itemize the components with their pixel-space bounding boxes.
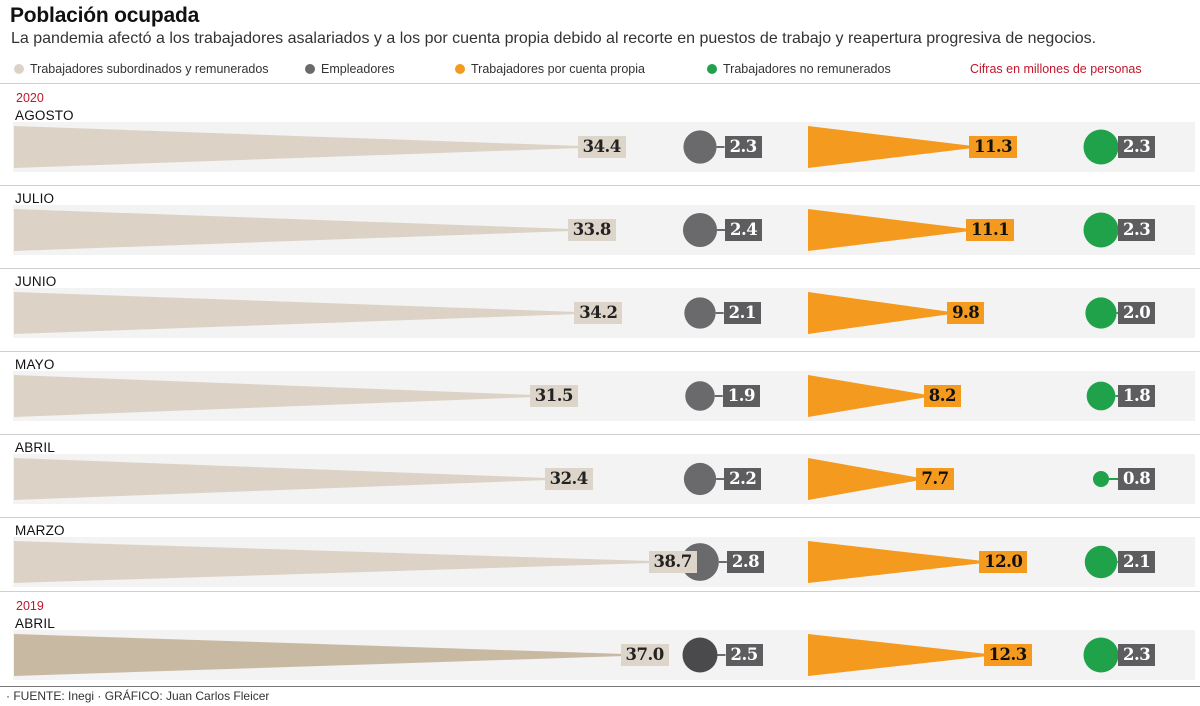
cuenta-propia-wedge xyxy=(808,375,928,417)
year-label: 2019 xyxy=(16,599,44,613)
empleadores-value-label: 2.1 xyxy=(723,302,761,324)
subordinados-wedge xyxy=(14,375,534,417)
month-label: ABRIL xyxy=(15,616,56,631)
cuenta-propia-wedge xyxy=(808,126,973,168)
no-remunerados-value-label: 2.1 xyxy=(1118,551,1156,573)
subordinados-value-label: 31.5 xyxy=(529,385,578,407)
subordinados-value-label: 34.2 xyxy=(574,302,623,324)
subordinados-value-label: 33.8 xyxy=(567,219,616,241)
legend-item-empleadores: Empleadores xyxy=(305,62,395,76)
no-remunerados-circle xyxy=(1092,470,1110,488)
legend-swatch-empleadores xyxy=(305,64,315,74)
subordinados-wedge xyxy=(14,458,549,500)
empleadores-circle xyxy=(683,462,717,496)
subordinados-wedge xyxy=(14,126,582,168)
legend-item-no-remunerados: Trabajadores no remunerados xyxy=(707,62,891,76)
empleadores-circle xyxy=(684,297,716,329)
empleadores-value-label: 2.4 xyxy=(725,219,763,241)
empleadores-circle xyxy=(682,212,718,248)
month-label: MAYO xyxy=(15,357,55,372)
cuenta-propia-value-label: 7.7 xyxy=(916,468,954,490)
cuenta-propia-wedge xyxy=(808,634,988,676)
empleadores-value-label: 2.2 xyxy=(724,468,762,490)
row-divider xyxy=(0,185,1200,186)
no-remunerados-circle xyxy=(1084,545,1118,579)
row-divider xyxy=(0,517,1200,518)
empleadores-value-label: 2.3 xyxy=(724,136,762,158)
subordinados-value-label: 34.4 xyxy=(577,136,626,158)
row-divider xyxy=(0,434,1200,435)
legend-label-subordinados: Trabajadores subordinados y remunerados xyxy=(30,62,269,76)
no-remunerados-circle xyxy=(1083,129,1119,165)
cuenta-propia-value-label: 8.2 xyxy=(923,385,961,407)
legend-swatch-subordinados xyxy=(14,64,24,74)
legend-label-cuenta-propia: Trabajadores por cuenta propia xyxy=(471,62,645,76)
cuenta-propia-wedge xyxy=(808,458,921,500)
month-label: AGOSTO xyxy=(15,108,74,123)
legend-item-subordinados: Trabajadores subordinados y remunerados xyxy=(14,62,269,76)
subordinados-wedge xyxy=(14,634,625,676)
legend: Trabajadores subordinados y remunerados … xyxy=(0,62,1200,78)
month-label: JUNIO xyxy=(15,274,57,289)
subordinados-value-label: 32.4 xyxy=(544,468,593,490)
legend-label-no-remunerados: Trabajadores no remunerados xyxy=(723,62,891,76)
no-remunerados-circle xyxy=(1083,637,1119,673)
subordinados-wedge xyxy=(14,541,653,583)
subordinados-wedge xyxy=(14,292,579,334)
legend-swatch-cuenta-propia xyxy=(455,64,465,74)
no-remunerados-value-label: 2.3 xyxy=(1118,644,1156,666)
source-text: FUENTE: Inegi · GRÁFICO: Juan Carlos Fle… xyxy=(13,689,270,703)
cuenta-propia-wedge xyxy=(808,541,984,583)
row-divider xyxy=(0,83,1200,84)
source-credit: · FUENTE: Inegi · GRÁFICO: Juan Carlos F… xyxy=(6,689,270,703)
chart-subtitle: La pandemia afectó a los trabajadores as… xyxy=(11,30,1097,47)
empleadores-circle xyxy=(683,130,717,164)
cuenta-propia-value-label: 9.8 xyxy=(947,302,985,324)
chart-title: Población ocupada xyxy=(10,4,200,27)
no-remunerados-value-label: 2.3 xyxy=(1118,219,1156,241)
legend-label-empleadores: Empleadores xyxy=(321,62,395,76)
cuenta-propia-wedge xyxy=(808,292,952,334)
empleadores-value-label: 2.5 xyxy=(725,644,763,666)
no-remunerados-value-label: 2.3 xyxy=(1118,136,1156,158)
no-remunerados-value-label: 1.8 xyxy=(1118,385,1156,407)
cuenta-propia-value-label: 12.3 xyxy=(983,644,1032,666)
no-remunerados-value-label: 2.0 xyxy=(1118,302,1156,324)
empleadores-circle xyxy=(685,381,715,411)
legend-item-cuenta-propia: Trabajadores por cuenta propia xyxy=(455,62,645,76)
cuenta-propia-value-label: 12.0 xyxy=(979,551,1028,573)
cuenta-propia-value-label: 11.3 xyxy=(968,136,1018,158)
footer-divider xyxy=(0,686,1200,687)
row-divider xyxy=(0,351,1200,352)
month-label: MARZO xyxy=(15,523,65,538)
year-label: 2020 xyxy=(16,91,44,105)
month-label: JULIO xyxy=(15,191,55,206)
empleadores-circle xyxy=(682,637,718,673)
empleadores-value-label: 2.8 xyxy=(726,551,765,573)
no-remunerados-value-label: 0.8 xyxy=(1118,468,1156,490)
empleadores-value-label: 1.9 xyxy=(722,385,760,407)
no-remunerados-circle xyxy=(1083,212,1119,248)
row-divider xyxy=(0,591,1200,592)
cuenta-propia-wedge xyxy=(808,209,971,251)
unit-note: Cifras en millones de personas xyxy=(970,62,1142,76)
legend-swatch-no-remunerados xyxy=(707,64,717,74)
row-divider xyxy=(0,268,1200,269)
subordinados-value-label: 38.7 xyxy=(648,551,697,573)
cuenta-propia-value-label: 11.1 xyxy=(966,219,1015,241)
month-label: ABRIL xyxy=(15,440,56,455)
subordinados-wedge xyxy=(14,209,572,251)
no-remunerados-circle xyxy=(1085,297,1117,329)
no-remunerados-circle xyxy=(1086,381,1116,411)
subordinados-value-label: 37.0 xyxy=(620,644,669,666)
